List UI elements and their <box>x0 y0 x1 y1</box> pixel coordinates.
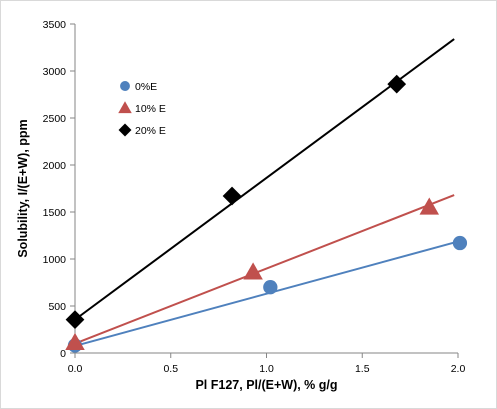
y-axis-ticks: 0 500 1000 1500 2000 2500 3000 3500 <box>43 19 75 360</box>
data-point-20-e <box>65 310 85 329</box>
x-axis-ticks: 0.0 0.5 1.0 1.5 2.0 <box>68 353 466 375</box>
data-point-10-e <box>243 262 263 280</box>
y-tick-label: 1000 <box>43 254 67 266</box>
legend-label-20-e: 20% E <box>135 125 166 137</box>
data-point-10-e <box>419 197 440 215</box>
y-tick-label: 500 <box>48 301 66 313</box>
y-tick-label: 1500 <box>43 207 67 219</box>
data-point-0-e <box>263 280 278 295</box>
y-tick-label: 3500 <box>43 19 67 31</box>
legend-marker-20-e <box>118 123 132 137</box>
data-point-10-e <box>65 332 85 350</box>
x-tick-label: 2.0 <box>451 363 466 375</box>
legend-label-0-e: 0%E <box>135 81 157 93</box>
y-tick-label: 3000 <box>43 66 67 78</box>
data-points <box>65 74 468 353</box>
data-point-20-e <box>387 74 407 94</box>
data-point-20-e <box>222 186 242 206</box>
x-tick-label: 0.5 <box>163 363 178 375</box>
legend: 0%E 10% E 20% E <box>118 81 166 137</box>
legend-label-10-e: 10% E <box>135 103 166 115</box>
trendline-10-e <box>74 194 455 345</box>
legend-marker-10-e <box>118 101 132 114</box>
y-tick-label: 0 <box>60 348 66 360</box>
x-axis-title: Pl F127, Pl/(E+W), % g/g <box>195 378 337 392</box>
trendline-0-e <box>74 241 455 347</box>
x-tick-label: 0.0 <box>68 363 83 375</box>
y-tick-label: 2000 <box>43 160 67 172</box>
data-point-0-e <box>452 235 468 251</box>
y-tick-label: 2500 <box>43 113 67 125</box>
x-tick-label: 1.0 <box>259 363 274 375</box>
legend-marker-0-e <box>120 81 130 91</box>
x-tick-label: 1.5 <box>355 363 370 375</box>
y-axis-title: Solubility, I/(E+W), ppm <box>16 119 30 257</box>
